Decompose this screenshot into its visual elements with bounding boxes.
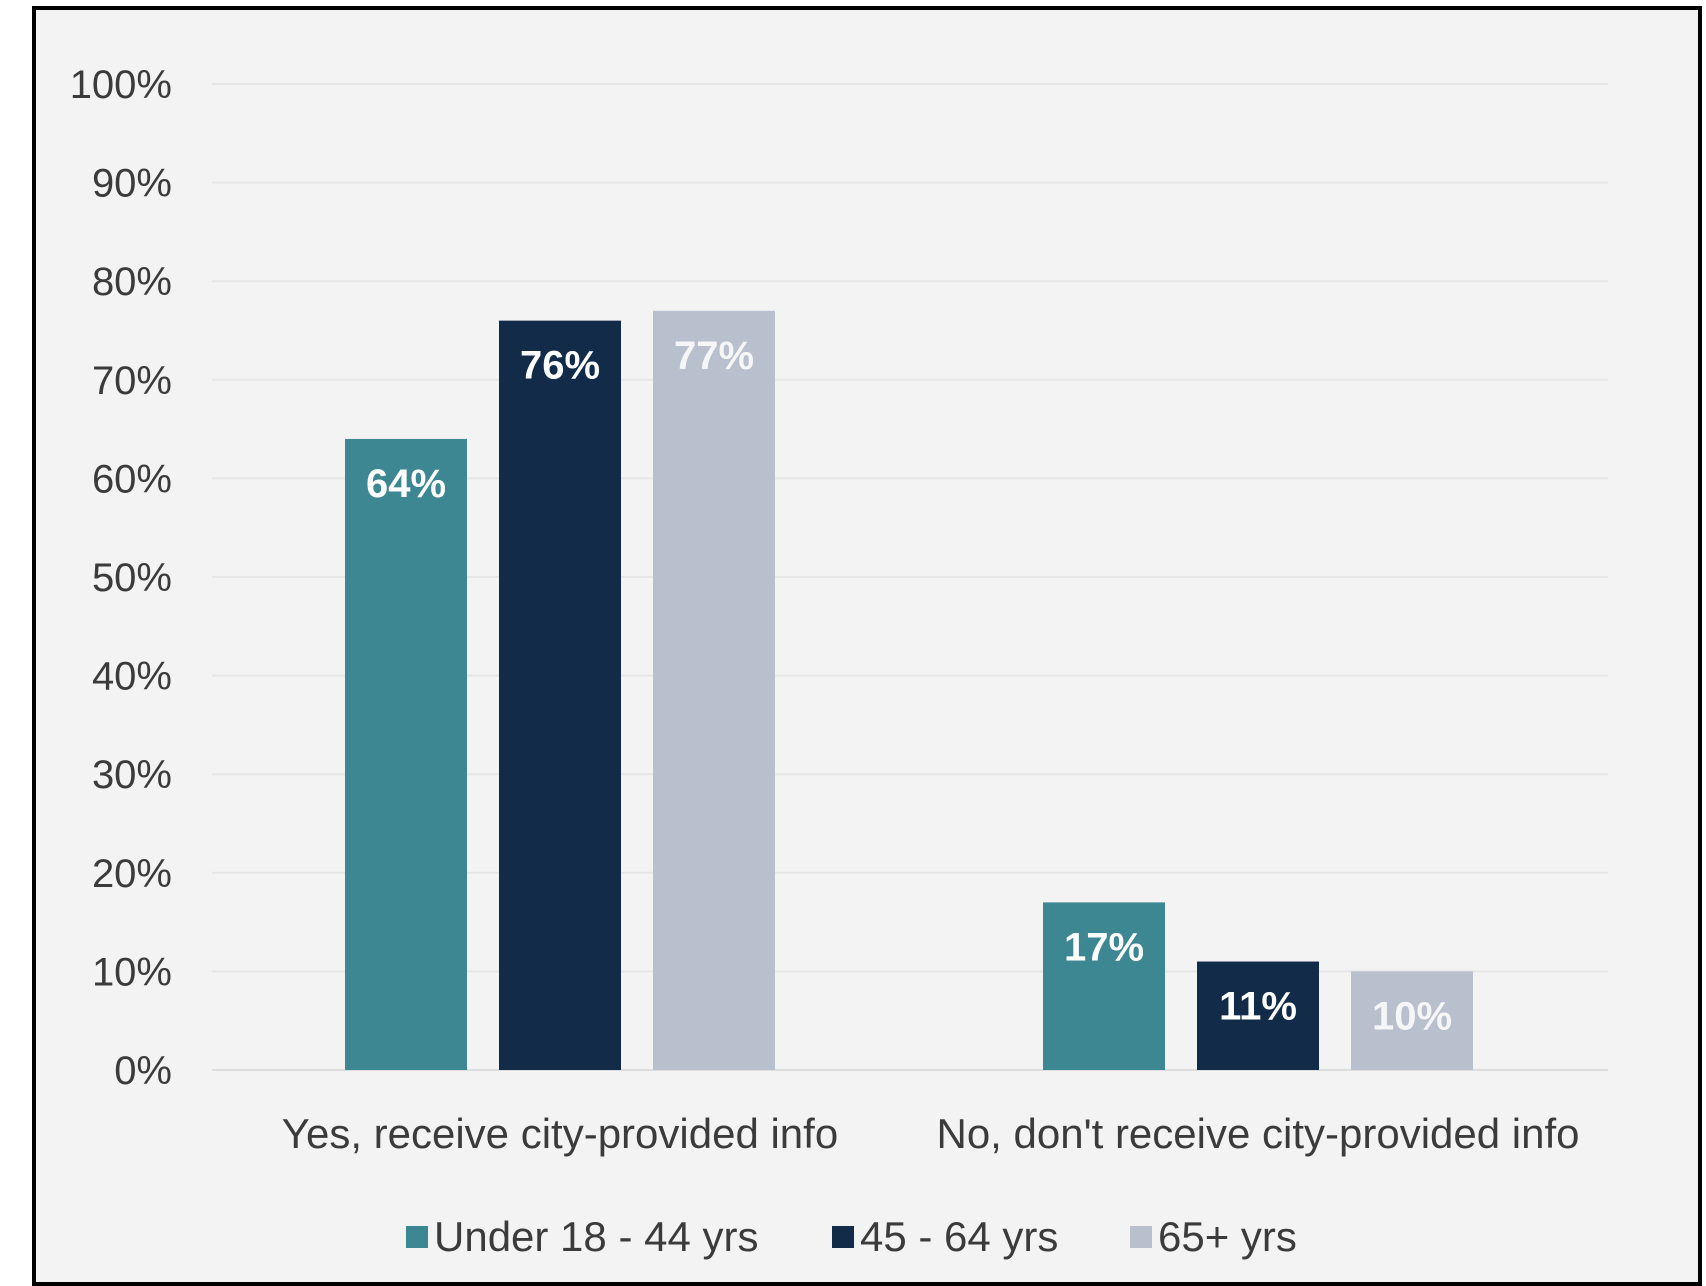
y-tick-label: 90% [92,162,172,206]
bar [1197,961,1319,1070]
data-labels: 64% 76% 77% 17% 11% 10% [366,334,1452,1039]
bars [345,310,1473,1071]
y-tick-label: 70% [92,359,172,403]
chart-frame [32,6,1702,1286]
category-label: Yes, receive city-provided info [282,1110,838,1157]
data-label: 77% [674,334,754,378]
y-tick-label: 50% [92,556,172,600]
y-axis-ticks: 0% 10% 20% 30% 40% 50% 60% 70% 80% 90% 100% [70,63,172,1093]
y-tick-label: 30% [92,753,172,797]
legend-swatch [832,1226,854,1248]
x-axis-categories: Yes, receive city-provided info No, don't… [282,1110,1580,1157]
bar [653,310,775,1070]
bar [1351,971,1473,1070]
y-tick-label: 0% [114,1049,172,1093]
legend-label: 45 - 64 yrs [860,1213,1058,1260]
legend-swatch [1130,1226,1152,1248]
y-tick-label: 80% [92,260,172,304]
data-label: 17% [1064,925,1144,969]
legend-swatch [406,1226,428,1248]
data-label: 10% [1372,994,1452,1038]
legend: Under 18 - 44 yrs 45 - 64 yrs 65+ yrs [406,1213,1297,1260]
bar [1043,902,1165,1070]
bar [499,320,621,1070]
y-tick-label: 20% [92,852,172,896]
y-tick-label: 10% [92,950,172,994]
legend-label: 65+ yrs [1158,1213,1297,1260]
legend-label: Under 18 - 44 yrs [434,1213,758,1260]
data-label: 64% [366,462,446,506]
y-tick-label: 60% [92,457,172,501]
category-label: No, don't receive city-provided info [936,1110,1579,1157]
data-label: 76% [520,344,600,388]
bar [345,438,467,1071]
y-tick-label: 40% [92,655,172,699]
data-label: 11% [1219,985,1297,1029]
y-tick-label: 100% [70,63,172,107]
